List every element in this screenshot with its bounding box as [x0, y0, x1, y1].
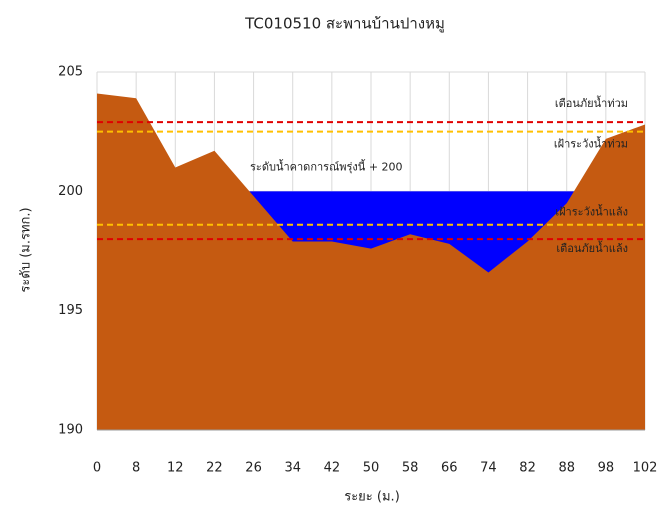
x-tick-label: 42	[324, 461, 341, 476]
y-tick-label: 195	[58, 303, 83, 318]
x-tick-label: 88	[558, 461, 575, 476]
ground-area	[97, 93, 645, 430]
threshold-label: เตือนภัยน้ำแล้ง	[556, 240, 628, 255]
x-tick-label: 26	[245, 461, 262, 476]
x-tick-label: 98	[598, 461, 615, 476]
water-label: ระดับน้ำคาดการณ์พรุ่งนี้ + 200	[250, 158, 403, 173]
threshold-label: เฝ้าระวังน้ำแล้ง	[555, 204, 628, 219]
x-tick-label: 0	[93, 461, 101, 476]
x-tick-label: 58	[402, 461, 419, 476]
x-tick-label: 12	[167, 461, 184, 476]
x-axis-label: ระยะ (ม.)	[344, 490, 400, 505]
threshold-label: เฝ้าระวังน้ำท่วม	[554, 136, 628, 151]
x-tick-label: 22	[206, 461, 223, 476]
x-tick-label: 50	[363, 461, 380, 476]
x-tick-label: 102	[633, 461, 658, 476]
threshold-label: เตือนภัยน้ำท่วม	[555, 95, 628, 110]
x-tick-label: 74	[480, 461, 497, 476]
x-tick-label: 82	[519, 461, 536, 476]
y-axis-label: ระดับ (ม.รทก.)	[19, 207, 34, 292]
y-tick-label: 190	[58, 423, 83, 438]
y-tick-label: 200	[58, 184, 83, 199]
x-tick-label: 8	[132, 461, 140, 476]
y-tick-label: 205	[58, 65, 83, 80]
x-tick-label: 34	[284, 461, 301, 476]
x-tick-label: 66	[441, 461, 458, 476]
chart-title: TC010510 สะพานบ้านปางหมู	[244, 15, 445, 33]
